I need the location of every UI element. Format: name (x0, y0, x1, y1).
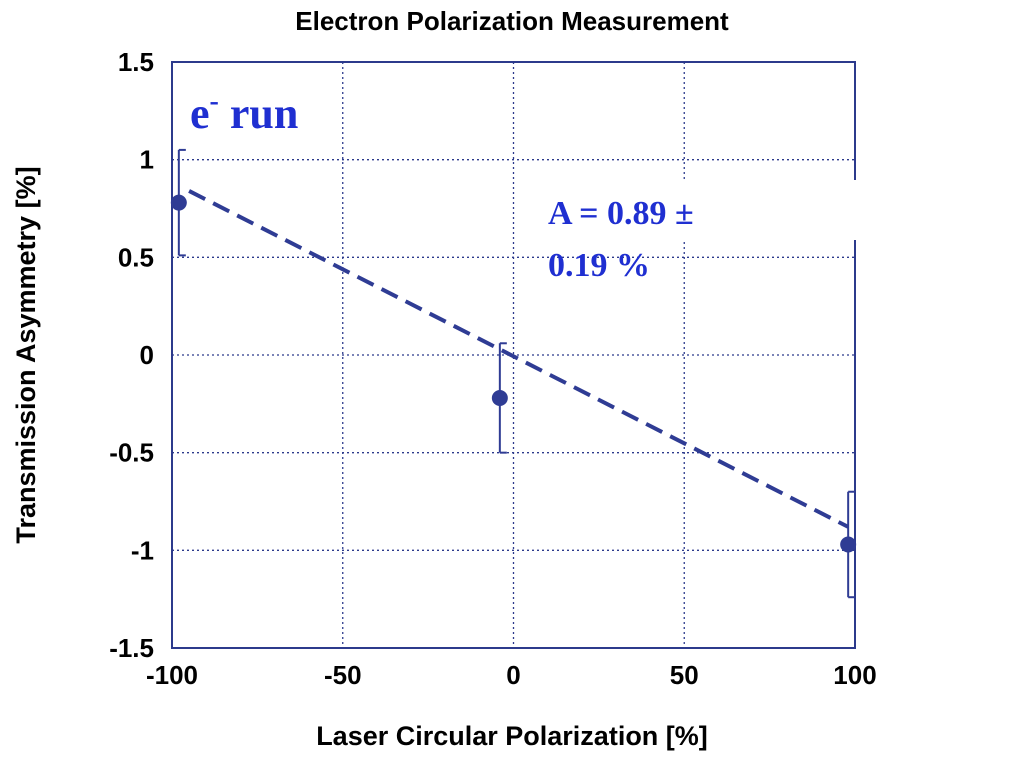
y-tick-label: -0.5 (109, 438, 154, 468)
fit-result-line1: A = 0.89 ± (548, 195, 694, 232)
y-tick-label: 0 (140, 340, 154, 370)
data-point-2 (491, 342, 508, 454)
fit-result-box (540, 180, 860, 240)
data-point-1 (170, 148, 187, 257)
y-axis-label: Transmission Asymmetry [%] (11, 166, 41, 543)
y-tick-label: -1 (131, 535, 154, 565)
fit-result-line2: 0.19 % (548, 247, 650, 284)
fit-line (188, 189, 850, 529)
x-tick-label: 100 (833, 660, 876, 690)
x-axis-label: Laser Circular Polarization [%] (316, 721, 708, 751)
run-label-rest: run (219, 89, 298, 138)
y-tick-labels: 1.5 1 0.5 0 -0.5 -1 -1.5 (109, 47, 154, 663)
data-point-marker (170, 194, 187, 211)
chart-title: Electron Polarization Measurement (295, 6, 729, 36)
x-tick-label: -50 (324, 660, 362, 690)
x-tick-labels: -100 -50 0 50 100 (146, 660, 877, 690)
x-tick-label: 50 (670, 660, 699, 690)
data-point-3 (840, 490, 857, 599)
x-tick-label: 0 (506, 660, 520, 690)
data-point-marker (840, 536, 857, 553)
y-tick-label: -1.5 (109, 633, 154, 663)
y-tick-label: 0.5 (118, 242, 154, 272)
data-point-marker (491, 389, 508, 406)
y-tick-label: 1.5 (118, 47, 154, 77)
x-tick-label: -100 (146, 660, 198, 690)
run-label-superscript: - (210, 86, 219, 117)
plot-frame (171, 61, 856, 649)
y-tick-label: 1 (140, 145, 154, 175)
run-label-main: e (190, 89, 210, 138)
run-label: e- run (190, 86, 298, 138)
data-points (170, 148, 857, 599)
